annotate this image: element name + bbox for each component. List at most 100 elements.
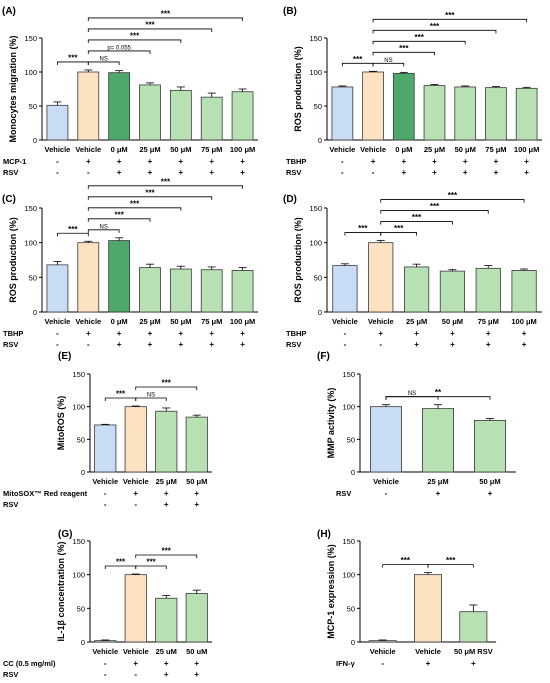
bar bbox=[77, 242, 100, 313]
significance-bracket bbox=[372, 51, 435, 56]
significance-bracket bbox=[87, 218, 151, 222]
bar bbox=[185, 593, 208, 643]
bar bbox=[231, 269, 254, 313]
bar bbox=[331, 86, 354, 141]
condition-sign: - bbox=[56, 157, 59, 166]
x-tick-label: 50 μM bbox=[186, 477, 207, 486]
y-tick-label: 100 bbox=[342, 571, 355, 580]
x-tick-label: 75 μM bbox=[485, 145, 506, 154]
significance-bracket bbox=[372, 18, 528, 23]
bar bbox=[155, 410, 178, 473]
significance-label: *** bbox=[162, 379, 172, 388]
y-tick-label: 100 bbox=[24, 68, 37, 77]
y-tick-label: 100 bbox=[72, 403, 85, 412]
panel-2 bbox=[39, 185, 258, 313]
x-tick-label: 50 uM bbox=[186, 647, 207, 656]
condition-sign: - bbox=[104, 670, 107, 679]
x-tick-label: 50 μM RSV bbox=[454, 647, 493, 656]
bar bbox=[169, 268, 192, 313]
y-tick-label: 0 bbox=[318, 136, 322, 145]
significance-label: *** bbox=[446, 556, 456, 565]
x-tick-label: 50 μM bbox=[479, 477, 500, 486]
bar bbox=[459, 611, 488, 643]
y-tick-label: 50 bbox=[347, 604, 355, 613]
significance-label: *** bbox=[161, 9, 171, 18]
condition-sign: - bbox=[104, 659, 107, 668]
condition-sign: - bbox=[134, 500, 137, 509]
y-axis-title: Monocytes migration (%) bbox=[8, 35, 18, 142]
panel-label: (A) bbox=[2, 6, 16, 17]
significance-label: ** bbox=[435, 388, 442, 397]
bar bbox=[454, 86, 477, 141]
x-tick-label: Vehicle bbox=[360, 145, 386, 154]
significance-bracket bbox=[427, 564, 474, 568]
significance-label: NS bbox=[384, 58, 392, 64]
x-tick-label: 25 μM bbox=[424, 145, 445, 154]
y-tick-label: 0 bbox=[81, 468, 85, 477]
condition-label: TBHP bbox=[3, 329, 23, 338]
bar bbox=[155, 597, 178, 643]
significance-label: *** bbox=[145, 188, 155, 197]
condition-sign: + bbox=[436, 489, 441, 498]
bar bbox=[185, 416, 208, 473]
x-tick-label: 75 μM bbox=[478, 317, 499, 326]
panel-label: (F) bbox=[317, 351, 330, 362]
condition-sign: + bbox=[240, 329, 245, 338]
significance-bracket bbox=[87, 61, 120, 65]
bar bbox=[108, 240, 131, 313]
significance-label: *** bbox=[399, 44, 409, 53]
significance-bracket bbox=[87, 196, 213, 200]
bar bbox=[368, 242, 394, 313]
condition-sign: + bbox=[240, 168, 245, 177]
bar bbox=[124, 574, 147, 643]
x-tick-label: 25 μM bbox=[427, 477, 448, 486]
y-tick-label: 50 bbox=[77, 435, 85, 444]
y-tick-label: 0 bbox=[33, 136, 37, 145]
significance-bracket bbox=[87, 185, 243, 189]
y-axis-title: ROS production (%) bbox=[8, 217, 18, 303]
condition-label: TBHP bbox=[286, 329, 306, 338]
x-tick-label: Vehicle bbox=[75, 317, 101, 326]
condition-sign: + bbox=[426, 659, 431, 668]
significance-label: *** bbox=[114, 210, 124, 219]
x-tick-label: 25 μM bbox=[139, 317, 160, 326]
condition-sign: + bbox=[164, 670, 169, 679]
y-tick-label: 100 bbox=[309, 239, 322, 248]
x-tick-label: Vehicle bbox=[373, 477, 399, 486]
panel-label: (G) bbox=[58, 529, 72, 540]
y-axis-title: ROS production (%) bbox=[293, 217, 303, 303]
x-tick-label: Vehicle bbox=[123, 477, 149, 486]
condition-sign: - bbox=[341, 157, 344, 166]
x-tick-label: 100 μM bbox=[230, 317, 255, 326]
x-tick-label: Vehicle bbox=[75, 145, 101, 154]
condition-sign: - bbox=[134, 670, 137, 679]
bar bbox=[108, 72, 131, 141]
significance-label: *** bbox=[116, 390, 126, 399]
bar bbox=[139, 267, 161, 313]
y-tick-label: 100 bbox=[342, 403, 355, 412]
condition-sign: + bbox=[179, 340, 184, 349]
condition-sign: + bbox=[414, 340, 419, 349]
significance-label: *** bbox=[68, 53, 78, 62]
panel-3 bbox=[324, 199, 542, 313]
bar bbox=[200, 96, 223, 141]
significance-bracket bbox=[135, 386, 198, 391]
x-tick-label: 50 μM bbox=[455, 145, 476, 154]
x-tick-label: 75 μM bbox=[201, 145, 222, 154]
condition-sign: + bbox=[240, 340, 245, 349]
condition-sign: + bbox=[240, 157, 245, 166]
x-tick-label: Vehicle bbox=[368, 317, 394, 326]
significance-bracket bbox=[380, 221, 453, 225]
significance-label: *** bbox=[353, 55, 363, 64]
condition-sign: + bbox=[432, 157, 437, 166]
condition-sign: - bbox=[104, 489, 107, 498]
condition-sign: - bbox=[104, 500, 107, 509]
condition-sign: + bbox=[194, 489, 199, 498]
condition-label: IFN-γ bbox=[336, 659, 356, 668]
significance-bracket bbox=[380, 232, 417, 236]
x-tick-label: 50 μM bbox=[442, 317, 463, 326]
y-tick-label: 100 bbox=[24, 239, 37, 248]
y-tick-label: 150 bbox=[72, 537, 85, 546]
condition-sign: + bbox=[486, 340, 491, 349]
significance-bracket bbox=[87, 207, 182, 211]
